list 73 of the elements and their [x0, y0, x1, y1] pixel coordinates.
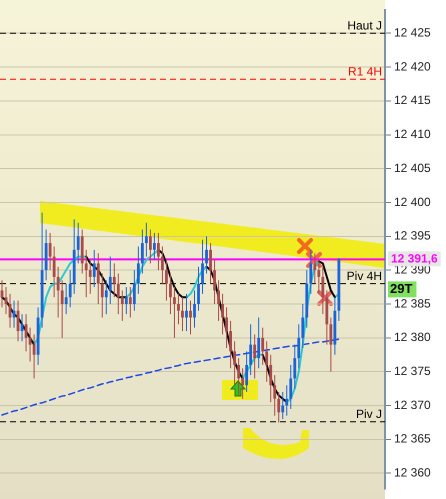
candlestick: [273, 374, 276, 416]
candlestick: [193, 290, 196, 328]
text: 29T: [390, 280, 412, 296]
candlestick: [173, 286, 176, 338]
ref-line-label: 12 391,6: [391, 252, 438, 266]
ref-line-label: Piv 4H: [346, 269, 382, 283]
ref-line-label: Piv J: [356, 407, 382, 422]
candlestick: [205, 236, 208, 274]
candlestick: [88, 259, 92, 294]
candlestick: [56, 266, 60, 318]
candlestick: [217, 280, 220, 322]
candlestick: [136, 246, 140, 294]
candlestick: [189, 300, 192, 335]
candlestick: [289, 364, 292, 410]
y-tick-label: 12 410: [394, 127, 432, 142]
candlestick: [24, 314, 28, 352]
y-tick-label: 12 380: [394, 330, 432, 344]
candlestick: [0, 280, 4, 308]
candlestick: [229, 320, 232, 369]
candlestick: [120, 290, 124, 322]
candlestick: [245, 350, 248, 392]
ref-line-label: R1 4H: [348, 64, 382, 79]
candlestick: [12, 300, 16, 328]
candlestick: [221, 293, 224, 335]
y-tick-label: 12 375: [394, 364, 432, 378]
y-tick-label: 12 385: [394, 296, 432, 310]
candlestick: [237, 358, 240, 396]
candlestick: [209, 242, 212, 284]
candlestick: [233, 340, 236, 386]
candlestick: [32, 334, 36, 379]
candlestick: [132, 270, 136, 312]
candlestick: [20, 314, 24, 342]
candlestick: [64, 283, 68, 315]
candlestick: [213, 259, 216, 304]
candlestick: [249, 324, 252, 376]
y-tick-label: 12 365: [394, 432, 432, 446]
y-tick-label: 12 360: [394, 466, 432, 480]
candlestick: [301, 303, 304, 348]
candlestick: [157, 232, 160, 271]
candlestick: [140, 229, 144, 274]
candlestick: [28, 327, 32, 362]
candlestick: [185, 293, 188, 332]
candlestick: [293, 344, 296, 390]
candlestick: [169, 273, 172, 315]
candlestick: [8, 293, 12, 328]
y-tick-label: 12 405: [394, 160, 432, 175]
candlestick: [16, 300, 20, 342]
candlestick: [281, 391, 284, 420]
candlestick: [153, 232, 156, 260]
candlestick: [317, 259, 320, 294]
candlestick: [165, 259, 168, 302]
candlestick: [124, 286, 128, 315]
candlestick: [225, 306, 228, 348]
candlestick: [197, 266, 200, 312]
candlestick: [241, 368, 244, 400]
candlestick: [329, 317, 332, 372]
candlestick: [148, 229, 152, 264]
y-tick-label: 12 425: [394, 26, 432, 40]
y-tick-label: 12 395: [394, 228, 432, 243]
candlestick: [4, 286, 8, 315]
y-tick-label: 12 420: [394, 59, 432, 74]
candlestick: [177, 293, 180, 325]
candlestick: [181, 296, 184, 332]
candlestick: [201, 239, 204, 294]
ref-line-label: Haut J: [347, 18, 382, 33]
y-tick-label: 12 415: [394, 93, 432, 108]
candlestick: [48, 232, 52, 271]
candlestick: [161, 246, 164, 284]
y-tick-label: 12 400: [394, 194, 432, 209]
y-tick-label: 12 370: [394, 398, 432, 412]
candlestick: [128, 286, 132, 318]
candlestick: [52, 246, 56, 298]
candlestick: [144, 222, 148, 258]
